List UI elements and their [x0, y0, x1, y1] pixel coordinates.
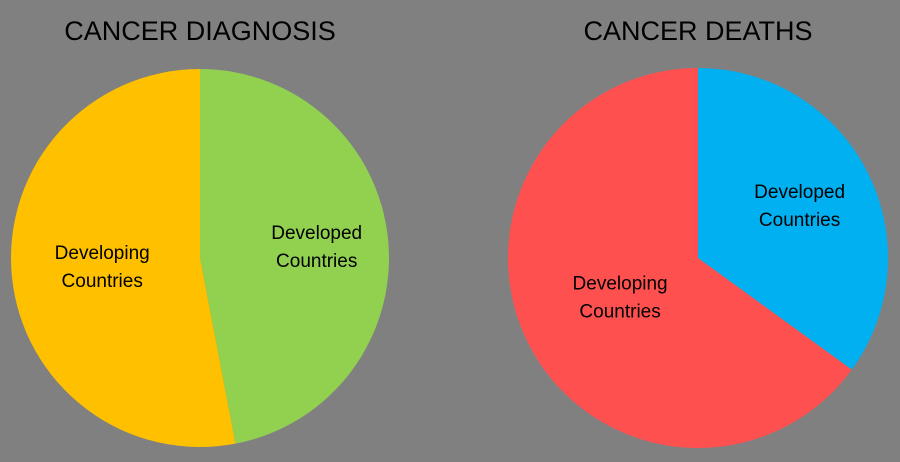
- data-label-developing-countries: Developing Countries: [55, 243, 150, 292]
- labels-group: Developed Countries Developing Countries: [573, 182, 845, 323]
- cancer-diagnosis-chart: CANCER DIAGNOSIS Developed CountriesDevel…: [10, 16, 389, 448]
- data-label-line: Developed: [271, 223, 362, 244]
- data-label-line: Developing: [573, 274, 668, 295]
- slices-group: [10, 69, 389, 448]
- chart-title-cancer-diagnosis: CANCER DIAGNOSIS: [64, 16, 336, 46]
- data-label-line: Developed: [754, 182, 845, 203]
- pie-slice-developing-countries: [10, 69, 236, 448]
- data-label-developed-countries: Developed Countries: [754, 182, 845, 231]
- data-label-developing-countries: Developing Countries: [573, 274, 668, 323]
- data-label-line: Developing: [55, 243, 150, 264]
- pie-slice-developed-countries: [698, 68, 888, 370]
- slices-group: [507, 68, 888, 448]
- data-label-line: Countries: [759, 210, 840, 231]
- data-label-developed-countries: Developed Countries: [271, 223, 362, 272]
- pie-slice-developed-countries: [200, 69, 389, 444]
- data-label-line: Countries: [62, 271, 143, 292]
- pie-slice-developing-countries: [507, 68, 852, 448]
- labels-group: Developed Countries Developing Countries: [55, 223, 362, 292]
- chart-title-cancer-deaths: CANCER DEATHS: [583, 16, 812, 46]
- data-label-line: Countries: [276, 251, 357, 272]
- cancer-deaths-chart: CANCER DEATHS Developed CountriesDevelopi…: [507, 16, 888, 448]
- data-label-line: Countries: [579, 302, 660, 323]
